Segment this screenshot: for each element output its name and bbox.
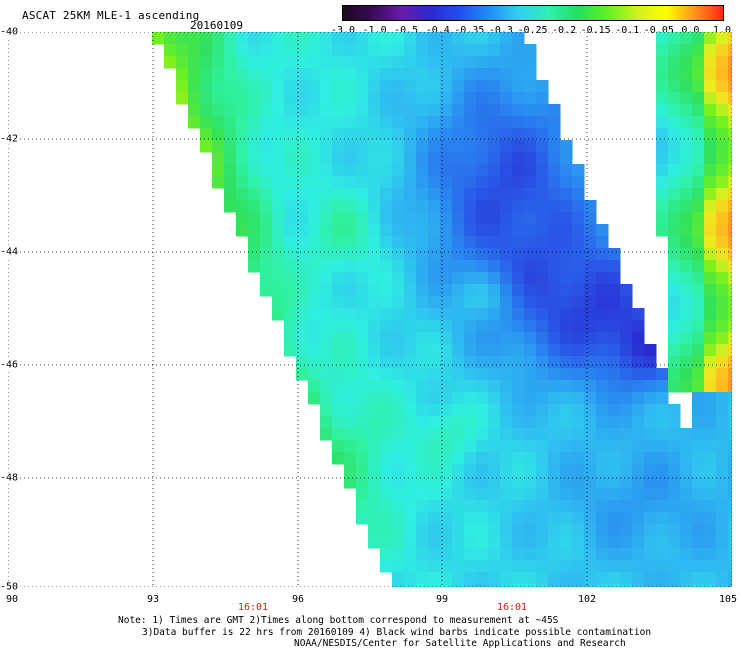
colorbar-tick-label: -0.4	[425, 25, 450, 36]
latitude-label: -46	[0, 359, 19, 371]
colorbar-tick-label: -1.0	[362, 25, 387, 36]
longitude-label: 96	[291, 594, 305, 605]
longitude-label: 99	[435, 594, 449, 605]
colorbar-tick-label: -0.35	[454, 25, 485, 36]
time-label-left: 16:01	[237, 602, 269, 613]
footer-line-1: Note: 1) Times are GMT 2)Times along bot…	[118, 615, 559, 626]
swath-field	[152, 32, 732, 587]
footer-note: Note: 1) Times are GMT 2)Times along bot…	[118, 615, 651, 650]
colorbar-tick-label: -0.05	[643, 25, 674, 36]
colorbar-tick-label: 1.0	[712, 25, 732, 36]
latitude-label: -48	[0, 472, 19, 484]
graticule	[8, 32, 732, 587]
colorbar-tick-label: -0.25	[517, 25, 548, 36]
colorbar-tick-label: -3.0	[330, 25, 356, 36]
map-plot	[8, 32, 732, 587]
latitude-label: -42	[0, 133, 19, 145]
colorbar-tick-label: -0.2	[552, 25, 577, 36]
latitude-label: -44	[0, 246, 19, 258]
title: ASCAT 25KM MLE-1 ascending	[22, 9, 200, 22]
colorbar	[342, 5, 724, 21]
footer-line-3: NOAA/NESDIS/Center for Satellite Applica…	[294, 638, 626, 649]
colorbar-gradient	[343, 6, 723, 20]
colorbar-tick-label: -0.5	[394, 25, 419, 36]
time-label-right: 16:01	[496, 602, 528, 613]
latitude-label: -50	[0, 581, 19, 593]
colorbar-tick-label: -0.15	[580, 25, 611, 36]
colorbar-tick-label: 0.0	[681, 25, 700, 36]
colorbar-tick-label: -0.3	[488, 25, 513, 36]
longitude-label: 90	[5, 594, 19, 605]
colorbar-tick-label: -0.1	[615, 25, 640, 36]
date: 20160109	[190, 19, 243, 32]
longitude-label: 102	[577, 594, 597, 605]
longitude-label: 105	[718, 594, 738, 605]
longitude-label: 93	[146, 594, 160, 605]
footer-line-2: 3)Data buffer is 22 hrs from 20160109 4)…	[142, 626, 652, 638]
latitude-label: -40	[0, 26, 19, 38]
